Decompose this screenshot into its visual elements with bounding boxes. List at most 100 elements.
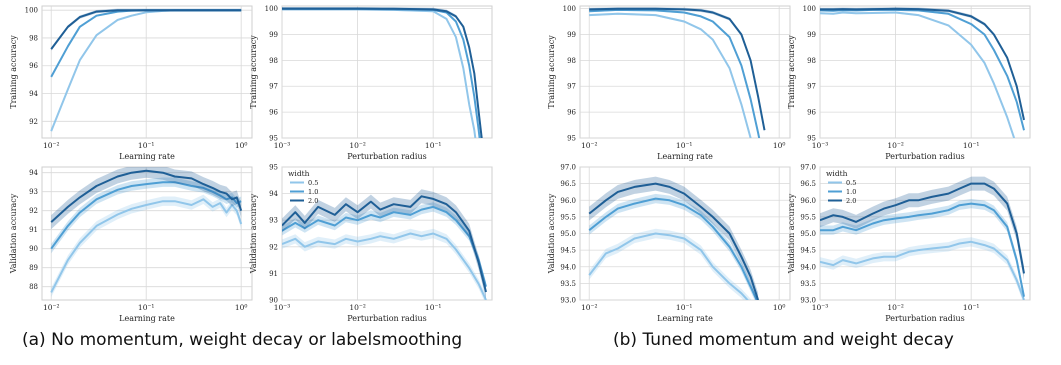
plot-area <box>281 166 493 301</box>
series-line-w20 <box>588 182 760 300</box>
series-line-w10 <box>820 202 1025 297</box>
x-tick-label: 10⁻¹ <box>963 303 980 312</box>
y-tick-label: 96 <box>567 109 576 117</box>
x-tick-label: 10⁻² <box>43 303 60 312</box>
series-group <box>282 7 483 138</box>
y-tick-label: 97 <box>807 83 816 91</box>
series-line-w20 <box>820 7 1025 121</box>
series-line-w10 <box>589 8 761 138</box>
y-tick-label: 99 <box>807 31 816 39</box>
caption-a: (a) No momentum, weight decay or labelsm… <box>22 330 463 350</box>
series-group <box>50 167 243 298</box>
y-tick-label: 96 <box>269 109 278 117</box>
x-axis-label: Perturbation radius <box>885 314 964 323</box>
series-group <box>50 8 242 133</box>
confidence-band-w05 <box>589 228 752 300</box>
panel-a-bottom-right: 90 91 92 93 94 95 10⁻³ 10⁻² 10⁻¹ Perturbation rad… <box>249 164 493 323</box>
legend-label: 0.5 <box>308 179 318 187</box>
series-line-w05 <box>282 232 487 300</box>
caption-b: (b) Tuned momentum and weight decay <box>613 330 954 350</box>
y-tick-label: 92 <box>29 118 38 126</box>
legend-label: 0.5 <box>846 179 856 187</box>
y-tick-label: 96.0 <box>800 197 816 205</box>
x-tick-label: 10⁻¹ <box>425 303 442 312</box>
legend-label: 2.0 <box>846 197 856 205</box>
series-line-w05 <box>589 12 752 138</box>
x-tick-label: 10⁰ <box>235 141 248 150</box>
confidence-band-w20 <box>282 189 486 299</box>
y-tick-label: 92 <box>29 207 38 215</box>
y-tick-label: 93.5 <box>560 280 576 288</box>
y-tick-label: 95.0 <box>560 230 576 238</box>
y-tick-label: 99 <box>567 31 576 39</box>
x-tick-label: 10⁻¹ <box>138 141 155 150</box>
series-group <box>282 189 487 300</box>
y-tick-label: 97 <box>269 83 278 91</box>
y-tick-label: 97.0 <box>560 164 576 172</box>
x-tick-label: 10⁰ <box>235 303 248 312</box>
y-tick-label: 95.5 <box>560 213 576 221</box>
y-tick-label: 97.0 <box>800 164 816 172</box>
x-axis-label: Perturbation radius <box>885 152 964 161</box>
series-line-w10 <box>50 181 242 250</box>
y-axis-label: Validation accuracy <box>249 193 258 274</box>
series-line-w20 <box>282 7 483 138</box>
y-tick-label: 94.0 <box>800 263 816 271</box>
y-tick-label: 93 <box>29 188 38 196</box>
y-tick-label: 98 <box>269 57 278 65</box>
panel-b-bottom-right: 93.0 93.5 94.0 94.5 95.0 95.5 96.0 96.5 97.0 10⁻³… <box>787 164 1031 323</box>
series-group <box>589 7 766 138</box>
x-tick-label: 10⁻² <box>887 141 904 150</box>
y-tick-label: 94 <box>269 190 278 198</box>
confidence-band-w05 <box>51 194 242 298</box>
panel-a-top-left: 92 94 96 98 100 10⁻² 10⁻¹ 10⁰ Learning rate Train… <box>9 5 253 161</box>
y-tick-label: 90 <box>269 297 278 305</box>
series-line-w10 <box>588 197 758 300</box>
y-tick-label: 95.5 <box>800 213 816 221</box>
x-tick-label: 10⁰ <box>773 141 786 150</box>
y-tick-label: 95 <box>269 135 278 143</box>
y-tick-label: 95.0 <box>800 230 816 238</box>
series-group <box>820 176 1025 300</box>
x-tick-label: 10⁻² <box>349 141 366 150</box>
y-tick-label: 93 <box>269 217 278 225</box>
y-tick-label: 96.5 <box>800 180 816 188</box>
y-axis-label: Training accuracy <box>547 35 556 109</box>
y-tick-label: 90 <box>29 245 38 253</box>
confidence-band-w20 <box>820 176 1024 281</box>
y-tick-label: 95 <box>807 135 816 143</box>
y-axis-label: Training accuracy <box>787 35 796 109</box>
series-group <box>588 176 760 300</box>
y-tick-label: 96.5 <box>560 180 576 188</box>
panel-b-top-left: 95 96 97 98 99 100 10⁻² 10⁻¹ 10⁰ Learning rate Tra… <box>547 5 791 161</box>
series-group <box>820 7 1025 138</box>
y-tick-label: 98 <box>29 34 38 42</box>
series-line-w05 <box>820 11 1016 138</box>
y-tick-label: 100 <box>563 5 576 13</box>
y-axis-label: Training accuracy <box>9 35 18 109</box>
panel-a-top-right: 95 96 97 98 99 100 10⁻³ 10⁻² 10⁻¹ Perturbation ra… <box>249 5 493 161</box>
series-line-w20 <box>282 195 487 293</box>
confidence-band-w10 <box>51 177 242 254</box>
y-tick-label: 95 <box>269 164 278 172</box>
y-tick-label: 96.0 <box>560 197 576 205</box>
panel-a-bottom-left: 88 89 90 91 92 93 94 10⁻² 10⁻¹ 10⁰ Learning rate Va… <box>9 166 253 323</box>
legend-title: width <box>288 169 310 178</box>
y-axis-label: Validation accuracy <box>9 193 18 274</box>
y-tick-label: 98 <box>807 57 816 65</box>
y-tick-label: 94 <box>29 90 38 98</box>
series-line-w20 <box>820 182 1025 274</box>
series-line-w20 <box>589 7 766 131</box>
y-tick-label: 94.5 <box>800 247 816 255</box>
figure: 92 94 96 98 100 10⁻² 10⁻¹ 10⁰ Learning rate Train… <box>9 5 1031 323</box>
x-tick-label: 10⁻³ <box>812 303 829 312</box>
legend-label: 2.0 <box>308 197 318 205</box>
x-tick-label: 10⁻¹ <box>138 303 155 312</box>
legend-label: 1.0 <box>846 188 856 196</box>
y-tick-label: 98 <box>567 57 576 65</box>
x-axis-label: Perturbation radius <box>347 314 426 323</box>
series-line-w05 <box>588 232 749 300</box>
y-tick-label: 91 <box>269 270 278 278</box>
panel-b-top-right: 95 96 97 98 99 100 10⁻³ 10⁻² 10⁻¹ Perturbation ra… <box>787 5 1031 161</box>
